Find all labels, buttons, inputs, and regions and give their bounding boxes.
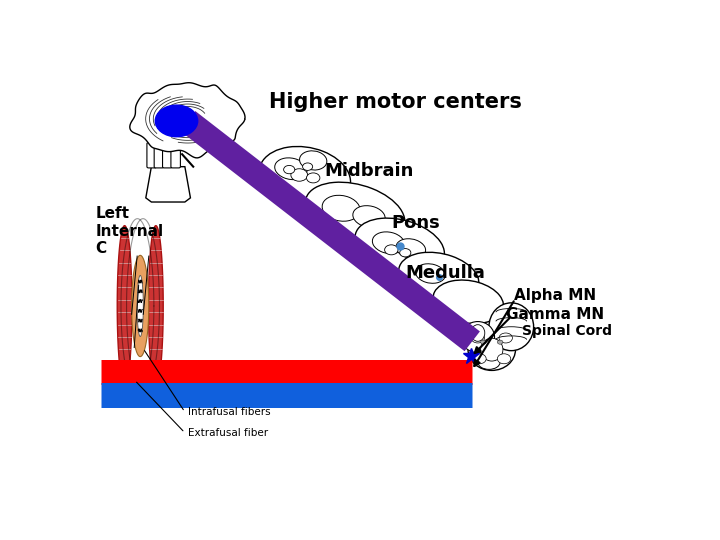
Text: Intrafusal fibers: Intrafusal fibers — [188, 407, 270, 417]
Ellipse shape — [489, 303, 534, 350]
Circle shape — [499, 333, 513, 343]
Circle shape — [473, 354, 486, 364]
Ellipse shape — [322, 195, 360, 221]
Ellipse shape — [461, 321, 495, 353]
Text: Pons: Pons — [392, 214, 440, 232]
Ellipse shape — [355, 218, 444, 273]
Polygon shape — [117, 226, 132, 386]
Text: Gamma MN: Gamma MN — [505, 307, 604, 322]
Circle shape — [307, 173, 320, 183]
Circle shape — [481, 340, 486, 344]
Text: Alpha MN: Alpha MN — [514, 288, 596, 303]
Ellipse shape — [471, 325, 485, 341]
Circle shape — [284, 165, 294, 174]
Text: Higher motor centers: Higher motor centers — [269, 92, 521, 112]
Text: Medulla: Medulla — [405, 264, 485, 282]
Circle shape — [302, 163, 312, 171]
Circle shape — [291, 168, 307, 181]
Ellipse shape — [259, 146, 351, 208]
Polygon shape — [148, 226, 163, 386]
Text: Left
Internal
C: Left Internal C — [96, 206, 163, 256]
Circle shape — [498, 354, 510, 364]
Text: Midbrain: Midbrain — [324, 162, 414, 180]
Polygon shape — [130, 83, 245, 158]
FancyBboxPatch shape — [171, 145, 181, 168]
Polygon shape — [132, 255, 149, 356]
Ellipse shape — [300, 151, 327, 170]
Circle shape — [471, 333, 485, 343]
Polygon shape — [137, 275, 143, 336]
Circle shape — [384, 245, 398, 255]
FancyBboxPatch shape — [163, 140, 172, 168]
Ellipse shape — [399, 252, 479, 301]
Ellipse shape — [478, 355, 500, 369]
Ellipse shape — [468, 329, 516, 370]
Text: Extrafusal fiber: Extrafusal fiber — [188, 428, 268, 438]
Ellipse shape — [415, 264, 445, 284]
Text: Spinal Cord: Spinal Cord — [523, 324, 613, 338]
Ellipse shape — [353, 206, 385, 227]
Ellipse shape — [372, 232, 405, 254]
FancyBboxPatch shape — [147, 143, 156, 168]
Circle shape — [400, 248, 411, 257]
FancyBboxPatch shape — [154, 138, 163, 168]
Ellipse shape — [275, 158, 307, 180]
Polygon shape — [145, 167, 190, 202]
Circle shape — [498, 340, 503, 344]
Ellipse shape — [480, 338, 503, 361]
Circle shape — [156, 105, 198, 137]
Ellipse shape — [396, 239, 426, 259]
Ellipse shape — [433, 280, 503, 323]
Ellipse shape — [305, 182, 405, 242]
